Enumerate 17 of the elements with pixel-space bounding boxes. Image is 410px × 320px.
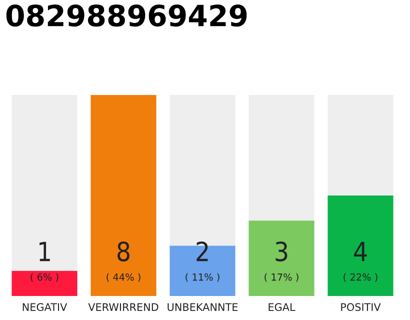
bar [12, 270, 78, 296]
data-label: 1 [40, 242, 50, 262]
x-tick-label: VERWIRREND [88, 303, 158, 311]
annotation: ( 22% ) [344, 273, 378, 282]
annotation: ( 11% ) [186, 273, 220, 282]
x-tick-label: UNBEKANNTE [168, 303, 238, 312]
annotation: ( 6% ) [30, 273, 58, 282]
data-label: 3 [276, 241, 288, 262]
x-tick-label: NEGATIV [22, 303, 68, 312]
data-label: 2 [196, 241, 208, 262]
data-label: 8 [118, 241, 130, 262]
data-label: 4 [354, 242, 367, 262]
annotation: ( 17% ) [264, 273, 298, 282]
x-tick-label: EGAL [268, 303, 296, 312]
chart-title: 082988969429 [6, 4, 247, 27]
x-tick-label: POSITIV [341, 303, 381, 312]
annotation: ( 44% ) [106, 273, 140, 282]
